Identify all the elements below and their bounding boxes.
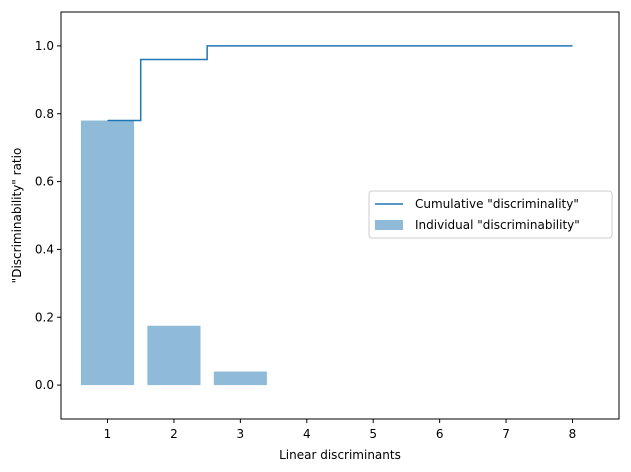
x-tick-label: 7 [502, 427, 510, 441]
x-tick-label: 2 [170, 427, 178, 441]
legend-box [368, 190, 613, 239]
y-tick-label: 0.4 [35, 242, 54, 256]
bar-2 [147, 325, 201, 386]
x-tick-label: 4 [303, 427, 311, 441]
y-axis-ticks: 0.0 0.2 0.4 0.6 0.8 1.0 [35, 39, 61, 392]
legend-label-individual: Individual "discriminability" [415, 218, 580, 232]
x-tick-label: 3 [237, 427, 245, 441]
x-tick-label: 6 [436, 427, 444, 441]
legend: Cumulative "discriminality" Individual "… [368, 190, 613, 239]
bar-3 [213, 371, 267, 386]
y-axis-label: "Discriminability" ratio [10, 148, 24, 284]
cumulative-step-line [107, 45, 573, 122]
x-tick-label: 5 [369, 427, 377, 441]
bar-1 [80, 120, 135, 386]
x-axis-label: Linear discriminants [279, 448, 401, 462]
y-tick-label: 1.0 [35, 39, 54, 53]
plot-frame [60, 11, 620, 420]
x-tick-label: 1 [104, 427, 112, 441]
y-tick-label: 0.8 [35, 107, 54, 121]
legend-swatch-individual [375, 220, 403, 230]
bars-layer [80, 120, 267, 386]
y-tick-label: 0.2 [35, 310, 54, 324]
y-tick-label: 0.0 [35, 378, 54, 392]
x-tick-label: 8 [569, 427, 577, 441]
y-tick-label: 0.6 [35, 175, 54, 189]
legend-label-cumulative: Cumulative "discriminality" [415, 197, 579, 211]
x-axis-ticks: 1 2 3 4 5 6 7 8 [104, 419, 577, 441]
